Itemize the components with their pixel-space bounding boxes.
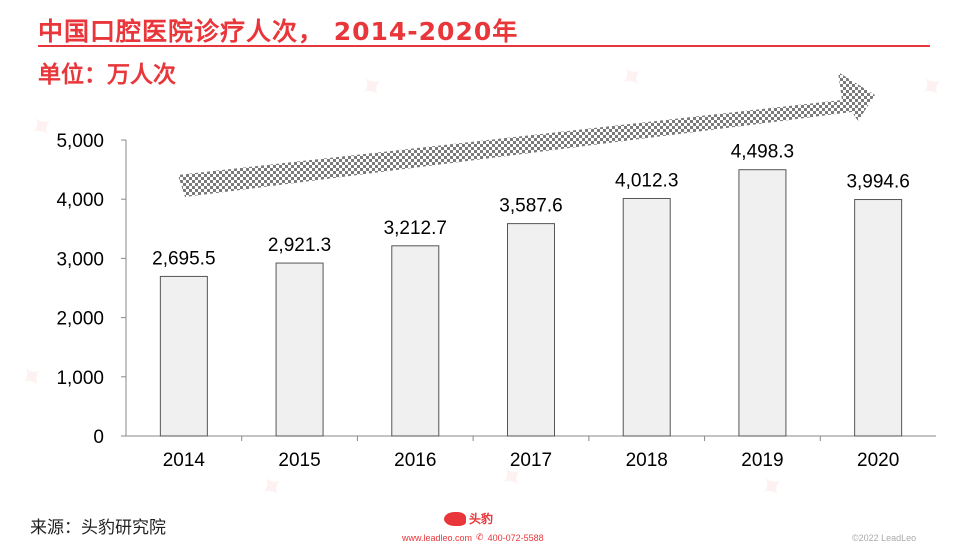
bar-value-label: 3,994.6 [846, 172, 909, 193]
leopard-logo-icon [444, 511, 466, 526]
x-tick-label: 2015 [278, 450, 320, 471]
bar-value-label: 2,695.5 [152, 248, 215, 269]
x-tick-label: 2017 [510, 450, 552, 471]
bar [738, 169, 787, 437]
bar [275, 262, 324, 437]
bar [854, 199, 903, 437]
x-tick-label: 2014 [163, 450, 206, 471]
source-note: 来源：头豹研究院 [30, 518, 166, 538]
bar-value-label: 4,012.3 [615, 170, 678, 191]
unit-label: 单位：万人次 [38, 62, 176, 88]
bar-value-label: 2,921.3 [268, 235, 331, 256]
bar-group: 2,695.5 2014 2,921.3 2015 3,212.7 2016 3,587.6… [152, 142, 910, 471]
y-tick-label: 2,000 [56, 309, 104, 330]
chart-axes: 0 1,000 2,000 3,000 4,000 5,000 [56, 131, 936, 448]
copyright: ©2022 LeadLeo [852, 533, 917, 543]
bar-value-label: 3,587.6 [499, 196, 562, 217]
bar-value-label: 4,498.3 [731, 142, 794, 163]
y-tick-label: 0 [93, 427, 104, 448]
y-tick-label: 5,000 [56, 131, 104, 152]
bar [159, 275, 208, 437]
y-tick-label: 4,000 [56, 190, 104, 211]
y-tick-label: 3,000 [56, 249, 104, 270]
phone-number: 400-072-5588 [487, 532, 544, 543]
phone-icon: ✆ [476, 532, 484, 542]
footer-contact: www.leadleo.com ✆ 400-072-5588 [402, 532, 544, 543]
bar [507, 223, 555, 437]
x-tick-label: 2020 [857, 450, 899, 471]
x-tick-label: 2019 [741, 450, 783, 471]
y-tick-label: 1,000 [56, 368, 104, 389]
trend-arrow [178, 72, 875, 197]
title-divider [38, 45, 930, 47]
website-link[interactable]: www.leadleo.com [402, 532, 473, 543]
bar [622, 197, 671, 437]
bar [391, 245, 440, 437]
page-title: 中国口腔医院诊疗人次， 2014-2020年 [38, 17, 519, 46]
bar-value-label: 3,212.7 [384, 218, 447, 239]
footer-logo: 头豹 [444, 510, 493, 527]
x-tick-label: 2018 [626, 450, 668, 471]
logo-text: 头豹 [469, 512, 494, 526]
x-tick-label: 2016 [394, 450, 436, 471]
